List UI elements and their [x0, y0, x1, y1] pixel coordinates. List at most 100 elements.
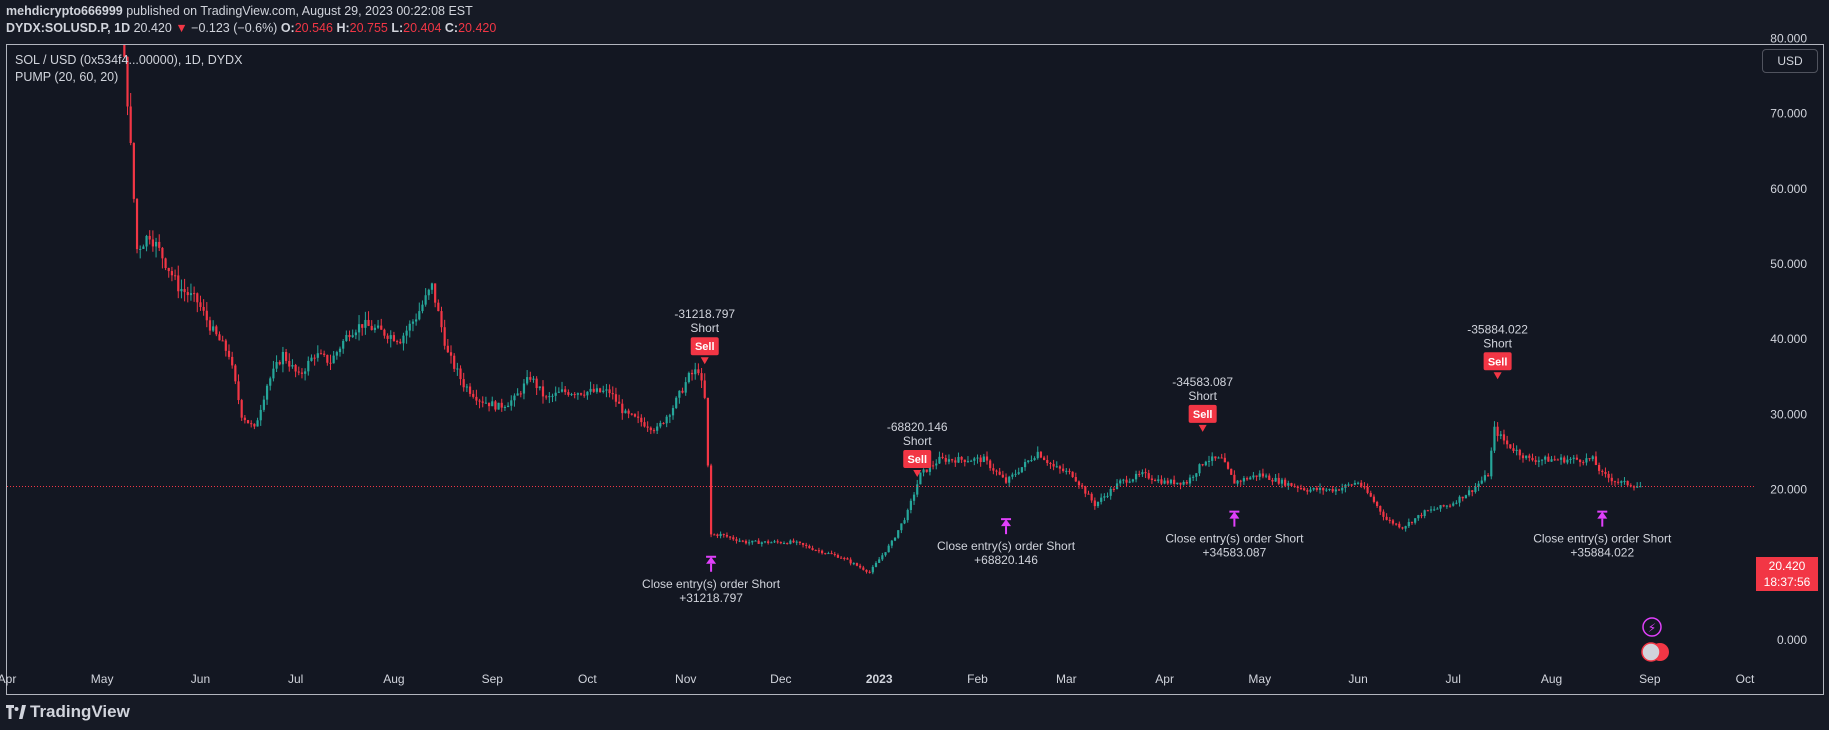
- candle-body: [1594, 456, 1598, 465]
- sell-tag-label: Sell: [907, 454, 927, 466]
- candle-body: [462, 379, 465, 388]
- candle-body: [532, 378, 535, 380]
- y-tick-label: 0.000: [1777, 633, 1807, 647]
- candle-body: [890, 540, 893, 546]
- candle-body: [757, 540, 760, 544]
- candle-body: [1626, 480, 1629, 486]
- candle-body: [675, 397, 678, 409]
- candle-body: [732, 537, 735, 540]
- x-tick-label: Oct: [1736, 672, 1755, 686]
- candle-body: [1521, 455, 1525, 459]
- candle-body: [548, 396, 551, 398]
- candle-body: [468, 386, 472, 394]
- candle-body: [1062, 468, 1065, 471]
- candle-body: [434, 283, 437, 303]
- published-text: published on TradingView.com, August 29,…: [126, 4, 473, 18]
- candle-body: [202, 306, 205, 311]
- tradingview-logo-icon: [6, 705, 26, 719]
- close-order-label: Close entry(s) order Short: [1165, 532, 1304, 546]
- close-arrow-icon: [1597, 511, 1608, 519]
- candle-body: [1509, 444, 1512, 449]
- x-tick-label: Jun: [191, 672, 210, 686]
- candle-body: [1499, 434, 1502, 436]
- close-label: C:: [444, 21, 459, 35]
- candle-body: [789, 540, 792, 544]
- candle-body: [862, 567, 865, 570]
- candle-body: [830, 553, 833, 555]
- candle-body: [1198, 464, 1201, 474]
- author-name[interactable]: mehdicrypto666999: [6, 4, 123, 18]
- price-tag-countdown: 18:37:56: [1763, 575, 1811, 589]
- candle-body: [1128, 481, 1131, 483]
- chart-title[interactable]: SOL / USD (0x534f4...00000), 1D, DYDX: [15, 53, 243, 67]
- candle-body: [1363, 486, 1366, 488]
- candle-body: [383, 329, 386, 336]
- candle-body: [338, 348, 342, 353]
- candle-body: [148, 235, 151, 240]
- candle-body: [1623, 480, 1626, 482]
- candle-body: [919, 472, 922, 485]
- tradingview-footer[interactable]: TradingView: [6, 700, 130, 724]
- candle-body: [1020, 467, 1023, 473]
- candle-body: [259, 409, 262, 421]
- candle-body: [1264, 475, 1268, 477]
- candle-body: [973, 458, 976, 461]
- candle-body: [237, 381, 240, 401]
- candle-body: [1388, 519, 1391, 521]
- candle-body: [459, 368, 462, 380]
- candle-body: [1328, 488, 1331, 490]
- candle-body: [1563, 457, 1566, 463]
- candle-body: [1141, 472, 1144, 475]
- candle-body: [1325, 489, 1328, 491]
- us-flag-icon: [1641, 642, 1661, 662]
- candle-body: [1439, 505, 1442, 509]
- candle-body: [491, 401, 494, 407]
- candle-body: [881, 555, 884, 560]
- candle-body: [1258, 473, 1261, 477]
- candle-body: [1112, 488, 1115, 490]
- candle-body: [1585, 458, 1588, 463]
- candle-body: [567, 392, 570, 395]
- candle-body: [1423, 510, 1426, 516]
- candle-body: [579, 393, 583, 395]
- candle-body: [827, 553, 830, 555]
- candle-body: [389, 335, 392, 339]
- candle-body: [1312, 487, 1315, 490]
- candle-body: [970, 460, 973, 462]
- indicator-label[interactable]: PUMP (20, 60, 20): [15, 70, 119, 84]
- price-tag-value: 20.420: [1768, 559, 1806, 573]
- candle-body: [484, 402, 488, 404]
- candle-body: [1103, 496, 1106, 498]
- x-tick-label: 2023: [866, 672, 893, 686]
- candle-body: [342, 340, 345, 349]
- candle-body: [1309, 489, 1312, 492]
- currency-button[interactable]: USD: [1762, 49, 1818, 73]
- low-label: L:: [391, 21, 404, 35]
- price-chart[interactable]: 0.00010.00020.00030.00040.00050.00060.00…: [0, 0, 1829, 700]
- candle-body: [811, 548, 814, 550]
- candle-body: [1474, 486, 1477, 492]
- candle-body: [335, 352, 338, 356]
- candle-body: [535, 378, 538, 389]
- candle-body: [690, 372, 694, 375]
- candle-body: [1134, 473, 1138, 480]
- candle-body: [1350, 484, 1353, 486]
- candle-body: [662, 422, 665, 424]
- trade-pnl-label: -34583.087: [1172, 375, 1233, 389]
- candle-body: [820, 550, 824, 554]
- candle-body: [700, 373, 703, 381]
- candle-body: [1417, 515, 1420, 519]
- candle-body: [196, 293, 199, 303]
- trade-direction-label: Short: [690, 321, 719, 335]
- candle-body: [265, 385, 269, 400]
- candle-body: [1042, 457, 1046, 460]
- candle-body: [576, 393, 579, 395]
- trade-direction-label: Short: [1188, 389, 1217, 403]
- close-stem-icon: [1005, 526, 1008, 535]
- candle-body: [253, 423, 256, 427]
- candle-body: [1299, 488, 1303, 490]
- candle-body: [754, 540, 757, 542]
- ohlc-line: DYDX:SOLUSD.P, 1D 20.420 ▼ −0.123 (−0.6%…: [6, 21, 496, 35]
- candle-body: [957, 456, 960, 463]
- candle-body: [1144, 472, 1147, 474]
